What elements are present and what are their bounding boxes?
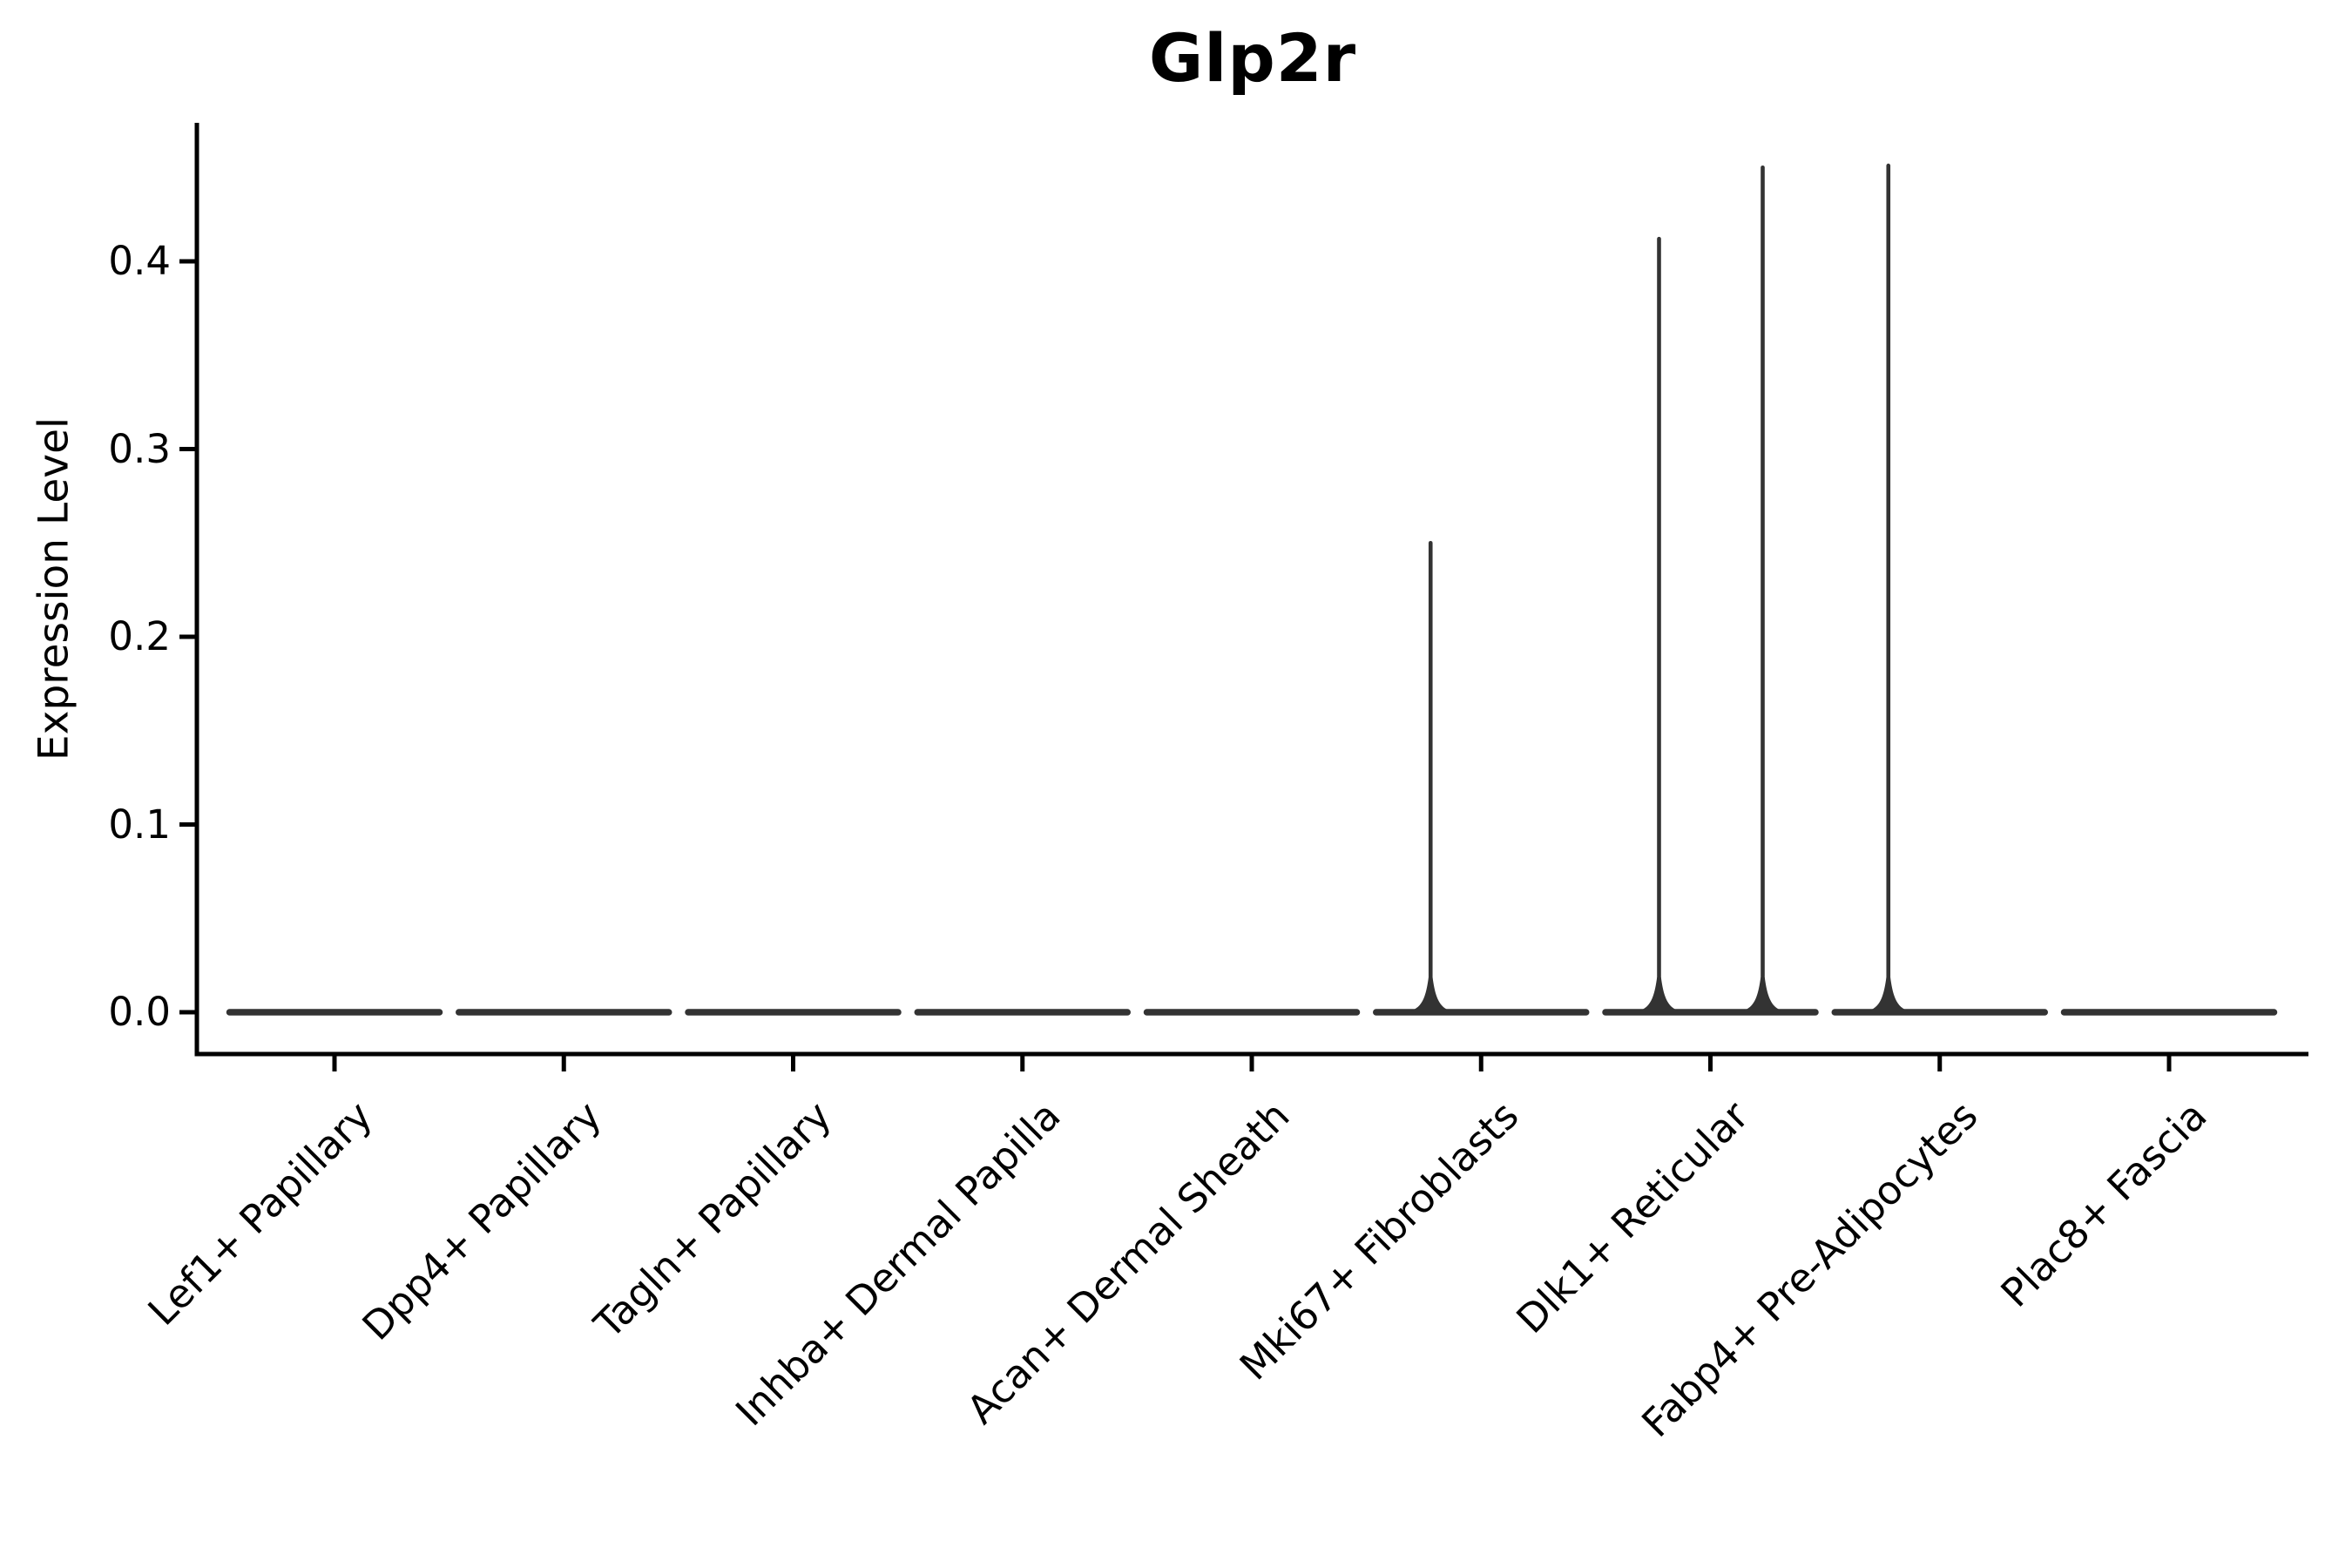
violin-spike-base [1411, 977, 1450, 1010]
y-tick-label: 0.3 [108, 425, 171, 472]
violin-spike-base [1639, 977, 1679, 1010]
violin-spike-base [1869, 977, 1908, 1010]
y-tick-label: 0.2 [108, 613, 171, 659]
violin-spike-base [1743, 977, 1782, 1010]
y-tick-label: 0.0 [108, 989, 171, 1035]
chart-title: Glp2r [1148, 19, 1357, 97]
y-tick-label: 0.1 [108, 801, 171, 848]
y-tick-label: 0.4 [108, 238, 171, 284]
